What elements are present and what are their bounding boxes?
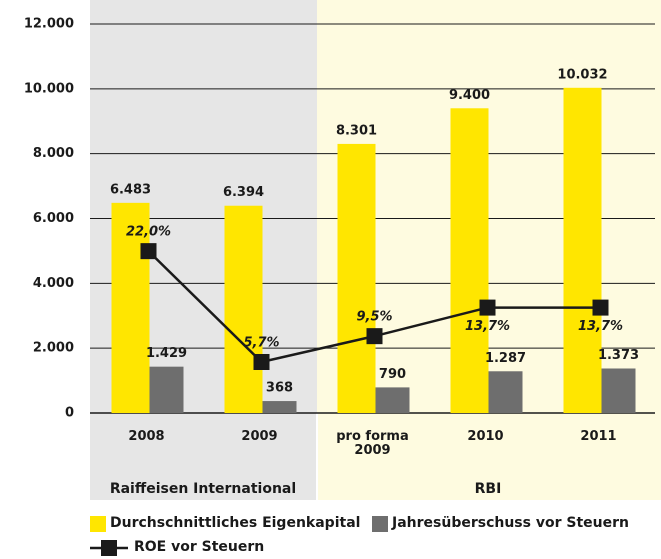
bar [262, 401, 297, 413]
roe-label: 22,0% [126, 225, 171, 240]
x-tick-label: 2008 [128, 429, 165, 444]
value-label: 6.483 [110, 182, 151, 197]
x-tick-label: 2011 [580, 429, 617, 444]
roe-marker [140, 243, 157, 260]
legend-label: Durchschnittliches Eigenkapital [110, 515, 361, 531]
bar [337, 143, 376, 414]
x-tick-label: 2010 [467, 429, 504, 444]
roe-marker [253, 353, 270, 370]
roe-marker [592, 299, 609, 316]
value-label: 790 [379, 367, 406, 382]
value-label: 10.032 [557, 67, 607, 82]
y-tick-label: 8.000 [33, 146, 74, 161]
y-tick-label: 10.000 [24, 81, 74, 96]
roe-label: 13,7% [465, 319, 510, 334]
bar [111, 202, 150, 413]
bar [601, 368, 636, 413]
roe-label: 9,5% [356, 310, 392, 325]
value-label: 8.301 [336, 123, 377, 138]
y-tick-label: 6.000 [33, 211, 74, 226]
group-label: Raiffeisen International [110, 481, 296, 497]
legend-swatch [90, 516, 106, 532]
value-label: 1.287 [485, 351, 526, 366]
bar [450, 108, 489, 414]
legend-label: Jahresüberschuss vor Steuern [392, 515, 629, 531]
y-tick-label: 0 [65, 406, 74, 421]
roe-label: 5,7% [243, 335, 279, 350]
y-tick-label: 2.000 [33, 341, 74, 356]
bar [563, 87, 602, 414]
value-label: 6.394 [223, 185, 264, 200]
legend-label: ROE vor Steuern [134, 539, 265, 555]
bar [149, 366, 184, 413]
bar [224, 205, 263, 413]
bar [488, 371, 523, 413]
legend-marker [101, 540, 117, 556]
x-tick-label: 2009 [241, 429, 278, 444]
value-label: 368 [266, 381, 293, 396]
value-label: 1.373 [598, 348, 639, 363]
roe-marker [479, 299, 496, 316]
group-label: RBI [475, 481, 502, 497]
y-tick-label: 12.000 [24, 17, 74, 32]
x-tick-label: pro forma 2009 [336, 429, 409, 458]
y-tick-label: 4.000 [33, 276, 74, 291]
value-label: 9.400 [449, 88, 490, 103]
roe-marker [366, 328, 383, 345]
roe-label: 13,7% [578, 319, 623, 334]
value-label: 1.429 [146, 346, 187, 361]
legend-swatch [372, 516, 388, 532]
bar [375, 387, 410, 413]
